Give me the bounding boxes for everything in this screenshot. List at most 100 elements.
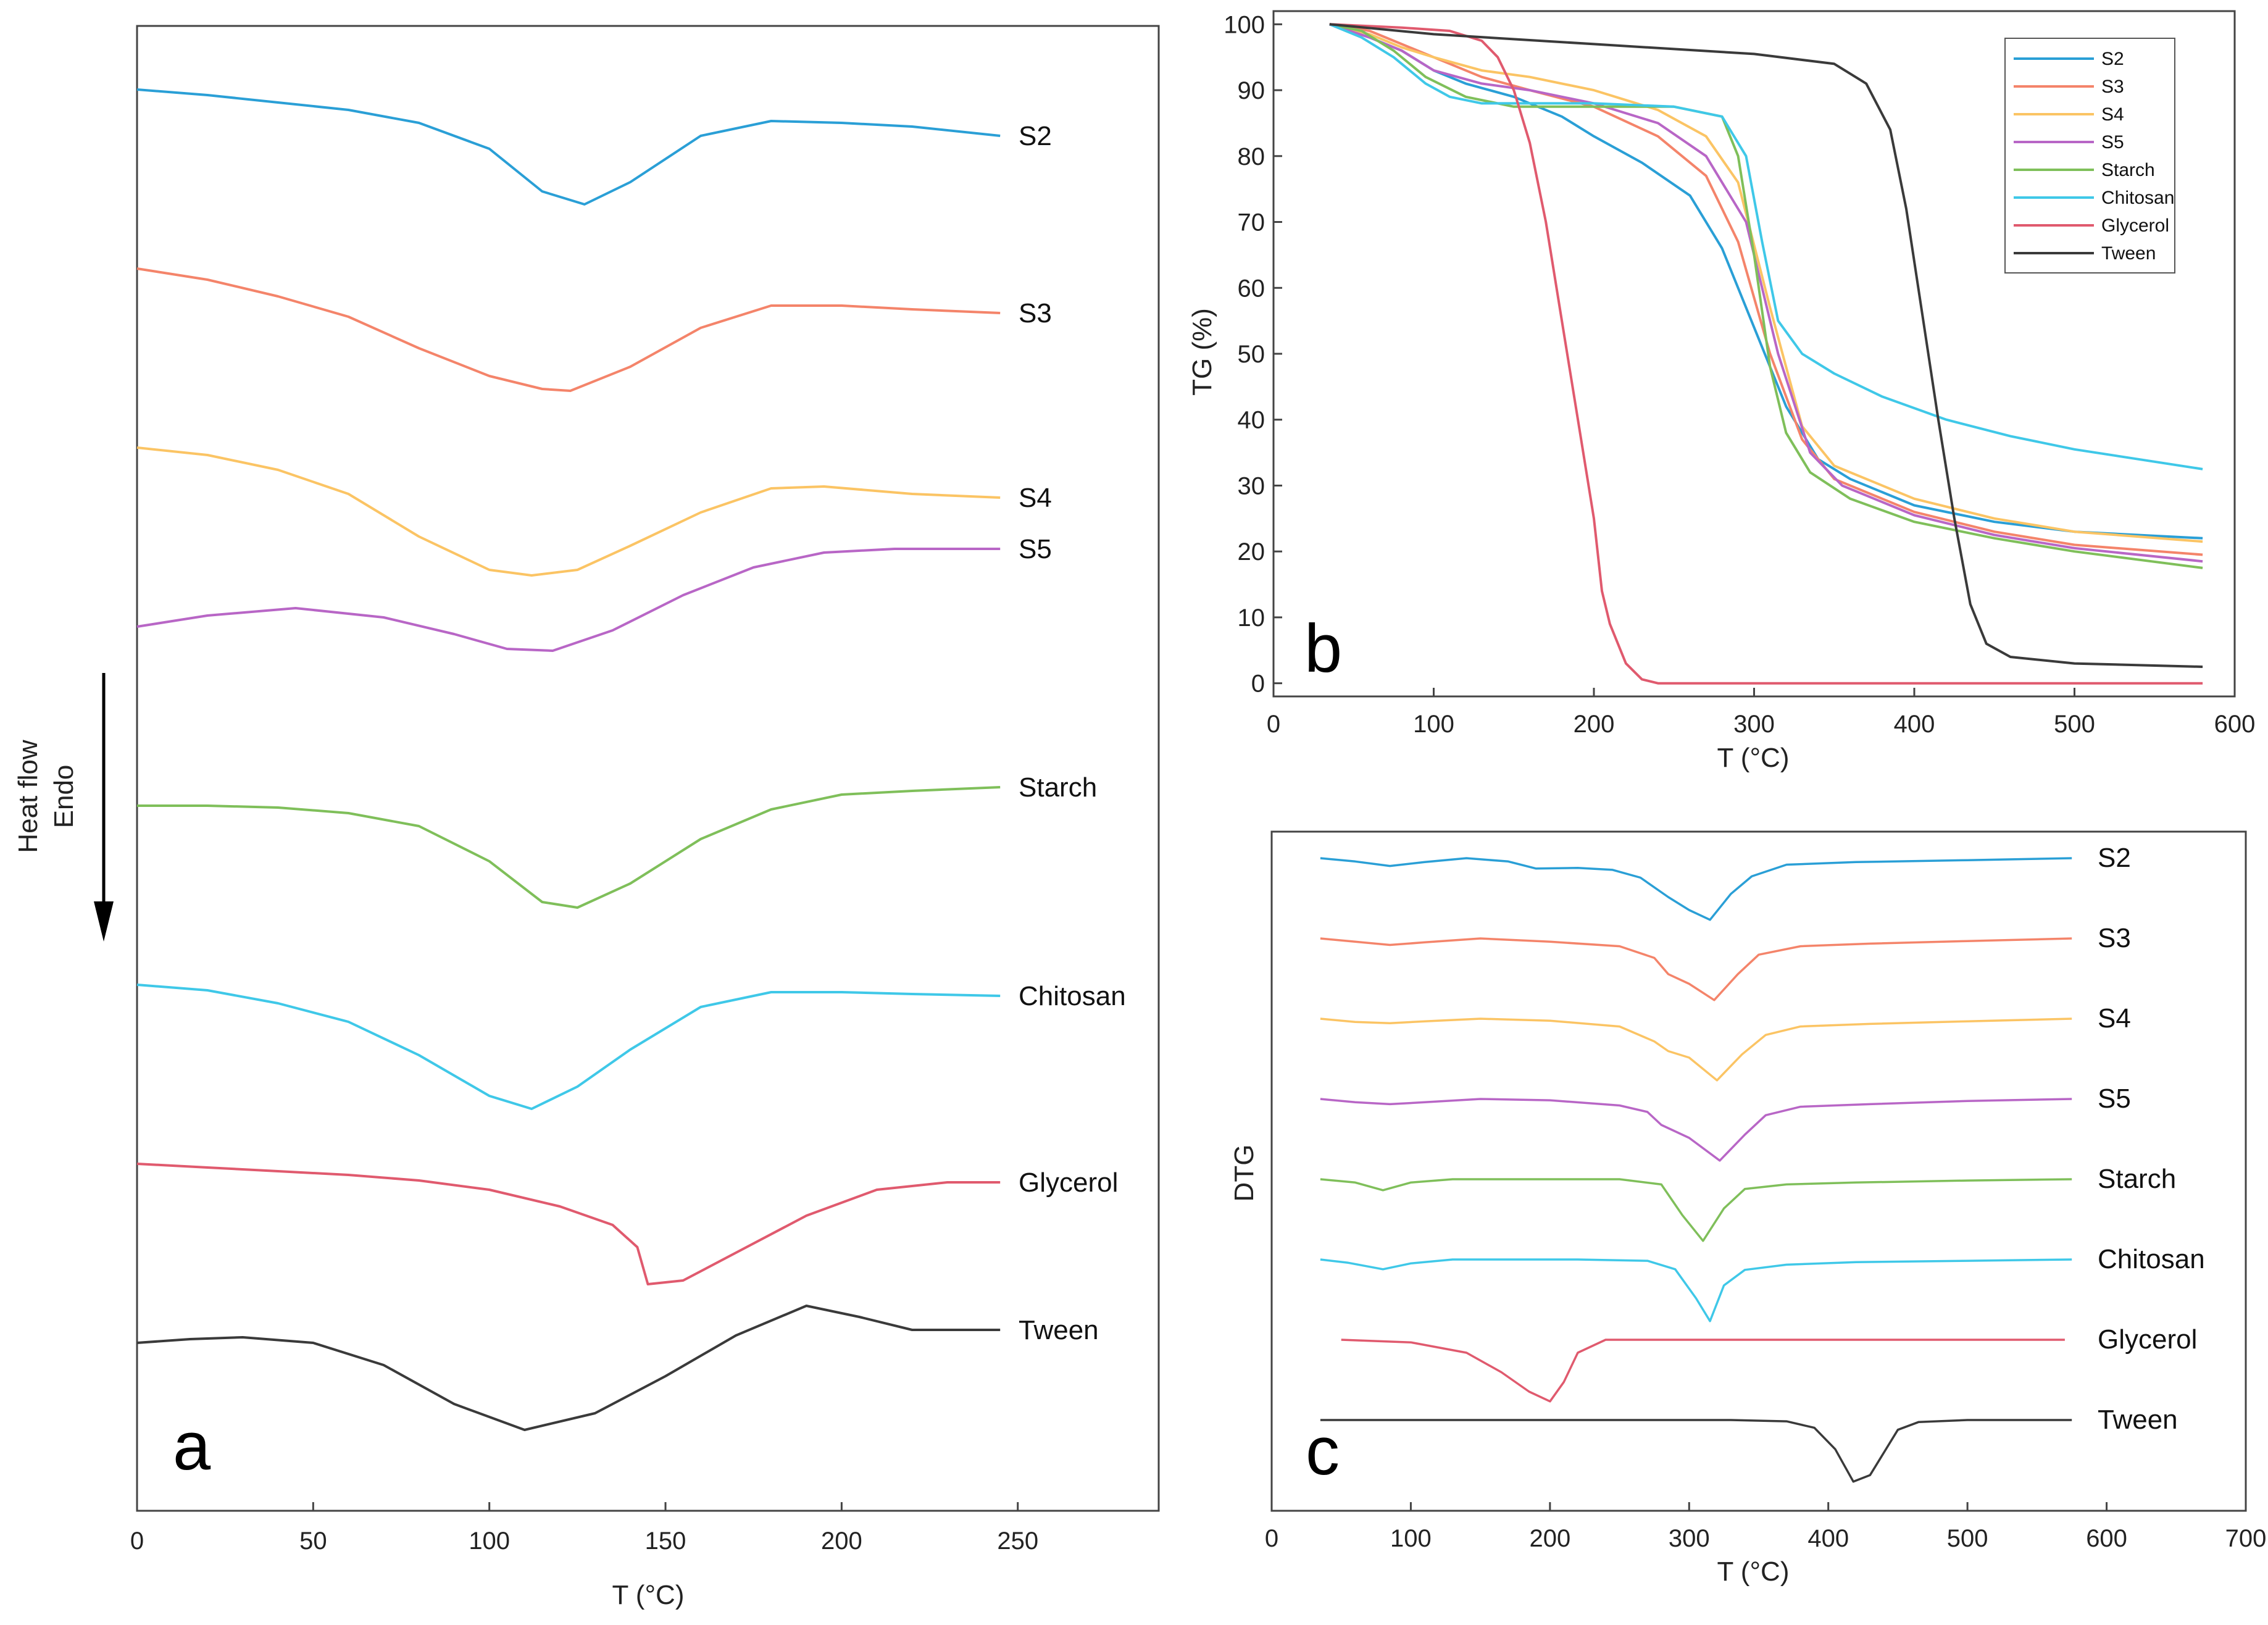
panel-a-frame [136, 25, 1160, 1512]
panel-c: 0 100 200 300 400 500 600 700 S2 S3 S4 S5 Starch Chi… [1229, 830, 2267, 1587]
panel-c-series [1320, 857, 2072, 1483]
panel-c-series-s3 [1320, 937, 2072, 1001]
panel-c-x-ticks: 0 100 200 300 400 500 600 700 [1265, 1502, 2267, 1552]
panel-a-series-s4 [136, 446, 1001, 577]
panel-c-x-tick-label-300: 300 [1669, 1525, 1710, 1552]
panel-b-legend-label-chitosan: Chitosan [2101, 188, 2174, 208]
panel-a-label-s2: S2 [1019, 121, 1052, 151]
panel-c-label-s4: S4 [2098, 1003, 2131, 1034]
panel-c-label-s2: S2 [2098, 843, 2131, 873]
panel-a-x-tick-label-0: 0 [130, 1527, 144, 1555]
panel-a-series [136, 88, 1001, 1431]
panel-a-label-glycerol: Glycerol [1019, 1168, 1118, 1198]
panel-b-x-tick-label-400: 400 [1894, 711, 1935, 738]
panel-b-y-tick-label-30: 30 [1238, 472, 1265, 499]
panel-b-y-tick-label-90: 90 [1238, 77, 1265, 104]
panel-c-x-axis-title: T (°C) [1717, 1556, 1790, 1587]
panel-b-legend-label-s5: S5 [2101, 132, 2124, 152]
panel-c-label-tween: Tween [2098, 1405, 2178, 1435]
panel-b-legend-label-s3: S3 [2101, 77, 2124, 97]
panel-b-series-chitosan [1329, 23, 2203, 470]
panel-a-x-tick-label-150: 150 [645, 1527, 686, 1555]
panel-b-x-tick-label-200: 200 [1574, 711, 1615, 738]
panel-a-series-tween [136, 1305, 1001, 1431]
panel-b-legend-label-s4: S4 [2101, 104, 2124, 125]
panel-b-y-tick-label-80: 80 [1238, 143, 1265, 170]
panel-a: 0 50 100 150 200 250 S2 S3 S4 S5 Starch Chitosan Gl… [13, 25, 1160, 1610]
panel-b-series-s4 [1329, 23, 2203, 543]
panel-b-legend: S2 S3 S4 S5 Starch Chitosan Glycerol Tween [2004, 38, 2175, 274]
panel-a-label-s5: S5 [1019, 534, 1052, 564]
panel-c-label-chitosan: Chitosan [2098, 1244, 2205, 1274]
panel-c-label-starch: Starch [2098, 1164, 2176, 1194]
panel-b-ticks: 0 100 200 300 400 500 600 0 10 20 30 40 50 60 70 80 90 10… [1224, 11, 2255, 738]
panel-c-label-glycerol: Glycerol [2098, 1324, 2197, 1355]
panel-c-x-tick-label-600: 600 [2086, 1525, 2127, 1552]
panel-c-x-tick-label-0: 0 [1265, 1525, 1278, 1552]
panel-a-y-axis-title-line1: Heat flow [13, 740, 43, 853]
panel-a-y-axis-title-line2: Endo [49, 765, 79, 829]
panel-c-frame [1270, 830, 2247, 1512]
panel-c-series-glycerol [1341, 1339, 2065, 1403]
panel-b-y-tick-label-50: 50 [1238, 341, 1265, 368]
panel-b-series-s5 [1329, 23, 2203, 563]
panel-b-y-tick-label-70: 70 [1238, 209, 1265, 236]
panel-c-series-labels: S2 S3 S4 S5 Starch Chitosan Glycerol Tween [2098, 843, 2205, 1435]
panel-c-series-starch [1320, 1178, 2072, 1242]
panel-b-x-axis-title: T (°C) [1717, 743, 1790, 773]
panel-a-series-s2 [136, 88, 1001, 206]
heat-flow-arrow [94, 673, 114, 942]
panel-b-legend-label-glycerol: Glycerol [2101, 215, 2169, 236]
panel-a-x-axis-title: T (°C) [612, 1580, 685, 1610]
panel-a-series-labels: S2 S3 S4 S5 Starch Chitosan Glycerol Tween [1019, 121, 1126, 1345]
panel-c-x-tick-label-700: 700 [2225, 1525, 2267, 1552]
panel-b-y-tick-label-10: 10 [1238, 604, 1265, 632]
panel-b-y-tick-label-0: 0 [1251, 670, 1265, 698]
panel-a-x-tick-label-250: 250 [997, 1527, 1038, 1555]
panel-b-legend-label-s2: S2 [2101, 49, 2124, 69]
panel-a-series-glycerol [136, 1163, 1001, 1285]
panel-b-y-axis-title: TG (%) [1187, 308, 1217, 396]
panel-a-series-s3 [136, 267, 1001, 392]
panel-c-x-tick-label-200: 200 [1529, 1525, 1570, 1552]
panel-b-series-glycerol [1329, 23, 2203, 685]
panel-c-series-s5 [1320, 1098, 2072, 1162]
panel-b-x-tick-label-0: 0 [1267, 711, 1280, 738]
panel-c-series-s4 [1320, 1017, 2072, 1082]
panel-a-x-tick-label-100: 100 [469, 1527, 510, 1555]
panel-c-x-tick-label-400: 400 [1807, 1525, 1849, 1552]
panel-c-series-tween [1320, 1419, 2072, 1483]
panel-b-legend-label-tween: Tween [2101, 243, 2156, 264]
panel-a-x-tick-label-200: 200 [821, 1527, 862, 1555]
panel-c-label-s5: S5 [2098, 1084, 2131, 1114]
panel-a-series-s5 [136, 548, 1001, 652]
panel-a-label-s4: S4 [1019, 483, 1052, 513]
panel-a-label-tween: Tween [1019, 1315, 1099, 1345]
panel-b-series [1329, 23, 2203, 685]
panel-b-legend-box [2004, 38, 2175, 274]
panel-b-y-tick-label-40: 40 [1238, 407, 1265, 434]
panel-c-x-tick-label-500: 500 [1947, 1525, 1988, 1552]
panel-b-series-tween [1329, 23, 2203, 668]
panel-b-x-tick-label-600: 600 [2214, 711, 2256, 738]
panel-b-legend-label-starch: Starch [2101, 160, 2155, 180]
panel-b-y-tick-label-20: 20 [1238, 538, 1265, 566]
panel-a-x-ticks: 0 50 100 150 200 250 [130, 1502, 1038, 1555]
panel-a-x-tick-label-50: 50 [299, 1527, 327, 1555]
panel-a-label-chitosan: Chitosan [1019, 981, 1126, 1011]
panel-c-letter: c [1306, 1413, 1340, 1489]
panel-c-y-axis-title: DTG [1229, 1145, 1259, 1202]
panel-b-letter: b [1304, 611, 1342, 687]
panel-a-letter: a [173, 1408, 211, 1484]
panel-b-x-tick-label-100: 100 [1413, 711, 1454, 738]
panel-a-y-axis-title: Heat flow Endo [13, 740, 79, 853]
panel-b-x-tick-label-300: 300 [1733, 711, 1775, 738]
panel-a-series-starch [137, 786, 1001, 909]
panel-b-series-starch [1329, 23, 2203, 569]
panel-b-y-tick-label-60: 60 [1238, 275, 1265, 302]
panel-c-label-s3: S3 [2098, 923, 2131, 953]
panel-a-series-chitosan [136, 984, 1001, 1110]
panel-a-label-s3: S3 [1019, 298, 1052, 328]
panel-c-series-s2 [1320, 857, 2072, 921]
